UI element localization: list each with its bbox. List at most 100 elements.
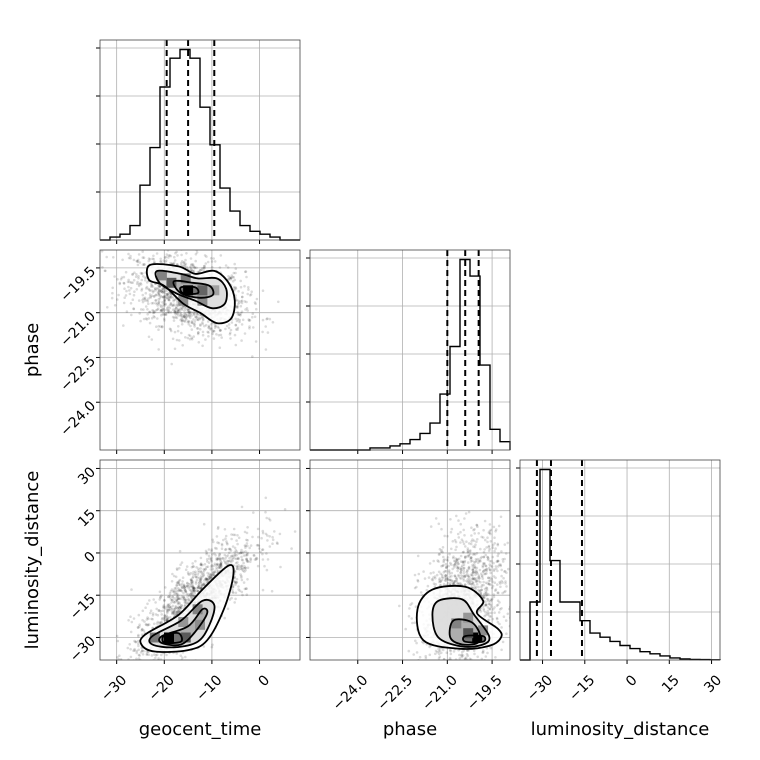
scatter-point xyxy=(136,280,139,284)
scatter-point xyxy=(116,639,120,643)
scatter-point xyxy=(449,652,453,656)
scatter-point xyxy=(473,563,476,566)
scatter-point xyxy=(482,609,486,612)
scatter-point xyxy=(124,294,128,297)
scatter-point xyxy=(449,648,452,652)
scatter-point xyxy=(140,278,144,282)
scatter-point xyxy=(228,547,232,551)
scatter-point xyxy=(485,546,488,549)
scatter-point xyxy=(186,310,189,314)
scatter-point xyxy=(450,574,453,578)
scatter-point xyxy=(145,281,149,284)
scatter-point xyxy=(491,597,494,601)
scatter-point xyxy=(427,576,431,579)
scatter-point xyxy=(170,304,174,307)
scatter-point xyxy=(440,651,443,655)
scatter-point xyxy=(442,560,446,564)
scatter-point xyxy=(261,529,265,533)
scatter-point xyxy=(483,587,487,591)
scatter-point xyxy=(157,290,160,294)
scatter-point xyxy=(157,301,161,305)
scatter-point xyxy=(187,586,190,590)
scatter-point xyxy=(158,621,161,625)
histogram-panel-geocent_time xyxy=(96,39,301,244)
scatter-point xyxy=(240,555,243,559)
scatter-point xyxy=(178,602,181,605)
scatter-point xyxy=(439,583,442,587)
scatter-point xyxy=(202,645,206,648)
scatter-point xyxy=(219,333,223,337)
scatter-point xyxy=(201,318,205,322)
scatter-point xyxy=(177,597,180,601)
scatter-point xyxy=(264,496,268,500)
scatter-point xyxy=(135,657,138,660)
scatter-point xyxy=(135,259,138,263)
scatter-point xyxy=(199,556,203,560)
scatter-point xyxy=(477,577,481,580)
scatter-point xyxy=(200,584,204,587)
scatter-point xyxy=(180,604,183,608)
scatter-point xyxy=(447,564,450,568)
scatter-point xyxy=(170,598,174,602)
scatter-point xyxy=(442,555,445,559)
scatter-point xyxy=(237,299,240,303)
histogram-phase xyxy=(310,258,511,451)
scatter-point xyxy=(428,653,432,657)
scatter-point xyxy=(471,574,474,577)
scatter-point xyxy=(180,323,184,326)
scatter-point xyxy=(147,335,151,339)
scatter-point xyxy=(176,311,180,315)
density-cell xyxy=(451,618,462,629)
scatter-point xyxy=(188,593,192,596)
scatter-point xyxy=(165,259,168,262)
scatter-point xyxy=(500,607,503,610)
scatter-point xyxy=(204,577,207,580)
scatter-point xyxy=(201,322,204,326)
scatter-point xyxy=(478,560,481,563)
scatter-point xyxy=(245,557,248,561)
scatter-point xyxy=(146,308,149,311)
scatter-point xyxy=(157,666,160,669)
scatter-point xyxy=(235,581,238,584)
scatter-point xyxy=(484,600,487,603)
scatter-point xyxy=(158,284,162,288)
scatter-point xyxy=(460,574,463,577)
scatter-point xyxy=(244,544,248,548)
scatter-point xyxy=(165,306,169,310)
scatter-point xyxy=(454,713,457,716)
scatter-point xyxy=(147,671,150,674)
panel-frame xyxy=(99,249,301,451)
scatter-point xyxy=(456,569,459,573)
scatter-point xyxy=(188,314,191,318)
scatter-point xyxy=(123,287,126,291)
scatter-point xyxy=(237,290,240,293)
scatter-point xyxy=(149,296,152,299)
scatter-point xyxy=(243,332,247,335)
scatter-point xyxy=(156,317,159,320)
scatter-point xyxy=(443,534,447,538)
scatter-point xyxy=(261,558,265,561)
scatter-point xyxy=(215,535,219,538)
scatter-point xyxy=(137,253,141,256)
scatter-point xyxy=(214,325,218,328)
scatter-point xyxy=(234,287,238,290)
scatter-point xyxy=(161,295,165,299)
scatter-point xyxy=(184,598,188,601)
scatter-point xyxy=(191,594,195,598)
scatter-point xyxy=(186,307,190,311)
scatter-point xyxy=(213,562,217,566)
scatter-point xyxy=(195,589,198,592)
scatter-point xyxy=(242,581,246,584)
scatter-point xyxy=(231,556,235,560)
scatter-point xyxy=(132,659,135,660)
scatter-point xyxy=(142,649,145,653)
x-tick-label: −24.0 xyxy=(330,672,372,714)
scatter-point xyxy=(105,255,108,259)
scatter-point xyxy=(168,603,171,606)
scatter-point xyxy=(256,527,260,531)
scatter-point xyxy=(192,586,196,590)
scatter-point xyxy=(162,606,165,609)
scatter-point xyxy=(172,612,176,616)
scatter-point xyxy=(210,556,213,559)
scatter-point xyxy=(249,558,253,561)
